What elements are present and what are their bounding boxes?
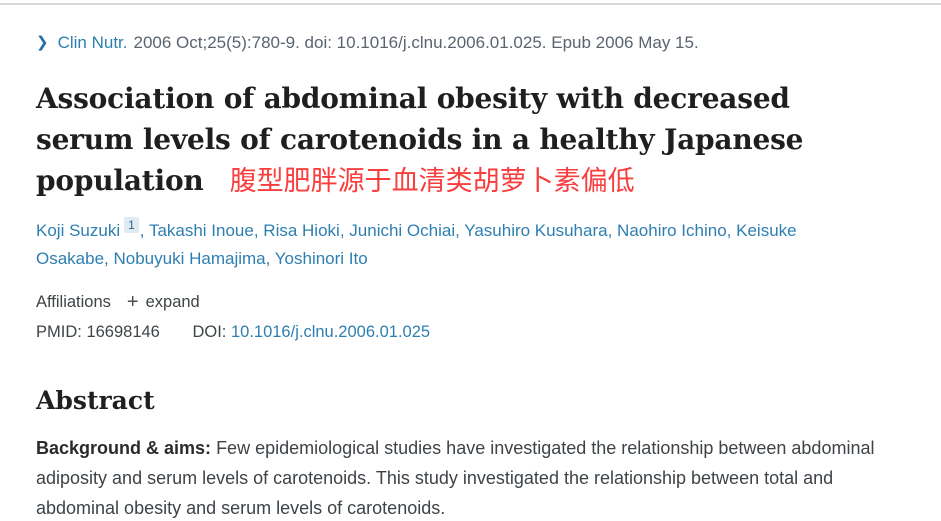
affiliations-row: Affiliations + expand [36,291,923,314]
author-link[interactable]: Junichi Ochiai [349,221,456,240]
abstract-heading: Abstract [36,386,155,415]
author-link[interactable]: Koji Suzuki [36,221,121,240]
citation-details: 2006 Oct;25(5):780-9. doi: 10.1016/j.cln… [133,33,699,52]
header-divider [0,3,941,5]
author-separator: , [253,221,264,240]
journal-citation: ❯ Clin Nutr. 2006 Oct;25(5):780-9. doi: … [36,33,923,53]
identifiers-row: PMID: 16698146 DOI: 10.1016/j.clnu.2006.… [36,323,923,342]
journal-link[interactable]: Clin Nutr. [57,33,128,52]
author-affiliation-sup[interactable]: 1 [124,217,139,234]
author-link[interactable]: Takashi Inoue [148,221,254,240]
pubmed-article-page: ❯ Clin Nutr. 2006 Oct;25(5):780-9. doi: … [0,3,941,521]
chevron-right-icon[interactable]: ❯ [36,34,49,51]
author-link[interactable]: Keisuke Osakabe [36,221,797,268]
pmid-value: 16698146 [86,323,160,341]
chinese-annotation: 腹型肥胖源于血清类胡萝卜素偏低 [229,166,635,196]
author-separator: , [607,221,618,240]
plus-icon: + [126,291,139,313]
author-separator: , [139,221,149,240]
article-title-text: Association of abdominal obesity with de… [36,82,804,197]
article-content: ❯ Clin Nutr. 2006 Oct;25(5):780-9. doi: … [0,33,941,521]
doi-link[interactable]: 10.1016/j.clnu.2006.01.025 [230,323,431,341]
author-separator: , [455,221,465,240]
author-separator: , [104,249,114,268]
authors-list: Koji Suzuki 1, Takashi Inoue, Risa Hioki,… [36,217,816,273]
doi-group: DOI: 10.1016/j.clnu.2006.01.025 [192,323,430,341]
affiliations-label: Affiliations [36,293,111,311]
doi-label: DOI: [192,323,227,341]
author-separator: , [265,249,275,268]
expand-affiliations-button[interactable]: + expand [127,291,200,314]
author-link[interactable]: Risa Hioki [263,221,340,240]
article-title: Association of abdominal obesity with de… [36,78,896,202]
author-separator: , [726,221,737,240]
author-separator: , [339,221,350,240]
abstract-section-label: Background & aims: [36,438,212,458]
author-link[interactable]: Yasuhiro Kusuhara [464,221,608,240]
author-link[interactable]: Nobuyuki Hamajima [113,249,266,268]
pmid-label: PMID: [36,323,82,341]
abstract-paragraph: Background & aims: Few epidemiological s… [36,433,886,521]
expand-label: expand [145,293,200,311]
abstract-section-text: Few epidemiological studies have investi… [36,438,875,518]
author-link[interactable]: Naohiro Ichino [617,221,727,240]
author-link[interactable]: Yoshinori Ito [274,249,368,268]
